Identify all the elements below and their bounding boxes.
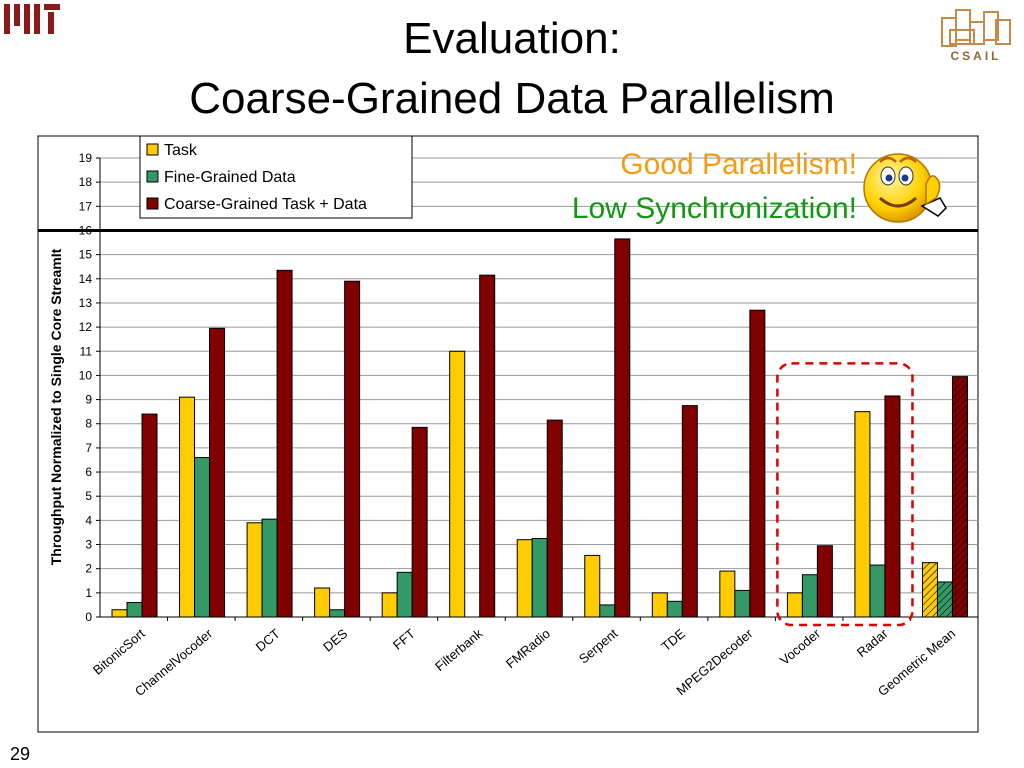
y-tick-label: 4 — [85, 513, 92, 527]
x-tick-label: Vocoder — [777, 625, 824, 668]
legend-label: Coarse-Grained Task + Data — [164, 196, 367, 213]
y-tick-label: 12 — [79, 320, 93, 334]
csail-logo: CSAIL — [941, 9, 1011, 63]
page-number: 29 — [10, 744, 31, 764]
bar-geometric-mean-fine-grained-data — [936, 581, 953, 618]
legend-box — [139, 135, 413, 219]
legend-label: Task — [164, 142, 198, 159]
bar-des-coarse-grained-task-data — [344, 280, 361, 618]
bar-tde-task — [651, 592, 668, 618]
y-tick-label: 7 — [85, 441, 92, 455]
y-tick-label: 19 — [79, 151, 93, 165]
y-tick-label: 13 — [79, 296, 93, 310]
bar-tde-fine-grained-data — [666, 600, 683, 618]
bar-radar-fine-grained-data — [869, 564, 886, 618]
chart-frame — [37, 135, 979, 733]
y-tick-label: 5 — [85, 489, 92, 503]
bar-radar-coarse-grained-task-data — [884, 395, 901, 618]
bar-bitonicsort-task — [111, 609, 128, 618]
y-tick-label: 14 — [79, 272, 93, 286]
legend-label: Fine-Grained Data — [164, 169, 296, 186]
bar-dct-coarse-grained-task-data — [276, 269, 293, 618]
x-tick-label: DES — [320, 626, 350, 655]
y-tick-label: 8 — [85, 417, 92, 431]
y-tick-label: 2 — [85, 562, 92, 576]
bar-des-fine-grained-data — [329, 609, 346, 618]
bar-dct-fine-grained-data — [261, 518, 278, 618]
x-tick-label: Filterbank — [432, 625, 486, 674]
axes: 012345678910111213141516171819BitonicSor… — [38, 151, 979, 699]
bar-serpent-task — [584, 554, 601, 618]
x-tick-label: Radar — [854, 625, 891, 660]
bar-vocoder-coarse-grained-task-data — [816, 545, 833, 618]
bar-fft-coarse-grained-task-data — [411, 426, 428, 618]
y-axis-label: Throughput Normalized to Single Core Str… — [48, 248, 64, 565]
highlight-box — [776, 362, 914, 627]
x-tick-label: DCT — [253, 626, 283, 655]
slide-title-line-2: Coarse-Grained Data Parallelism — [189, 74, 835, 123]
bar-filterbank-task — [449, 350, 466, 618]
bar-serpent-fine-grained-data — [599, 604, 616, 618]
bar-mpeg2decoder-task — [719, 570, 736, 618]
bar-mpeg2decoder-fine-grained-data — [734, 589, 751, 618]
legend: Task Fine-Grained Data Coarse-Grained Task… — [139, 135, 413, 219]
bars — [111, 238, 968, 618]
y-tick-label: 18 — [79, 175, 93, 189]
bar-channelvocoder-coarse-grained-task-data — [209, 327, 226, 618]
y-tick-label: 0 — [85, 610, 92, 624]
bar-radar-task — [854, 411, 871, 618]
y-tick-label: 6 — [85, 465, 92, 479]
bar-channelvocoder-task — [179, 396, 196, 618]
bar-channelvocoder-fine-grained-data — [194, 457, 211, 618]
y-tick-label: 17 — [79, 199, 93, 213]
y-tick-label: 3 — [85, 538, 92, 552]
mit-logo — [4, 4, 60, 34]
bar-filterbank-coarse-grained-task-data — [479, 274, 496, 618]
bar-fmradio-fine-grained-data — [531, 537, 548, 618]
legend-swatch — [146, 197, 159, 210]
bar-bitonicsort-fine-grained-data — [126, 602, 143, 618]
csail-logo-text: CSAIL — [951, 49, 1002, 63]
y-tick-label: 1 — [85, 586, 92, 600]
bar-fmradio-coarse-grained-task-data — [546, 419, 563, 618]
y-tick-label: 15 — [79, 248, 93, 262]
y-tick-label: 11 — [80, 344, 93, 358]
thumbs-up-smiley-icon — [863, 153, 947, 223]
x-tick-label: Serpent — [576, 626, 621, 667]
legend-swatch — [146, 170, 159, 183]
bar-serpent-coarse-grained-task-data — [614, 238, 631, 618]
bar-mpeg2decoder-coarse-grained-task-data — [749, 309, 766, 618]
highlight-dashed-box — [776, 362, 914, 627]
bar-bitonicsort-coarse-grained-task-data — [141, 413, 158, 618]
x-tick-label: BitonicSort — [90, 626, 148, 678]
bar-fmradio-task — [516, 539, 533, 618]
slide-title-line-1: Evaluation: — [403, 14, 621, 63]
bar-tde-coarse-grained-task-data — [681, 405, 698, 618]
legend-swatch — [146, 143, 159, 156]
bar-geometric-mean-coarse-grained-task-data — [951, 376, 968, 618]
bar-fft-fine-grained-data — [396, 571, 413, 618]
x-tick-label: FMRadio — [503, 626, 553, 671]
y-tick-label: 9 — [85, 393, 92, 407]
bar-fft-task — [381, 592, 398, 618]
x-tick-label: TDE — [658, 626, 688, 654]
y-tick-label: 10 — [79, 368, 93, 382]
bar-dct-task — [246, 522, 263, 618]
x-tick-label: FFT — [390, 626, 418, 653]
bar-geometric-mean-task — [921, 562, 938, 618]
bar-vocoder-task — [786, 592, 803, 618]
callout-low-synchronization: Low Synchronization! — [571, 192, 857, 225]
callout-good-parallelism: Good Parallelism! — [620, 148, 857, 181]
bar-des-task — [314, 587, 331, 618]
bar-vocoder-fine-grained-data — [801, 574, 818, 618]
